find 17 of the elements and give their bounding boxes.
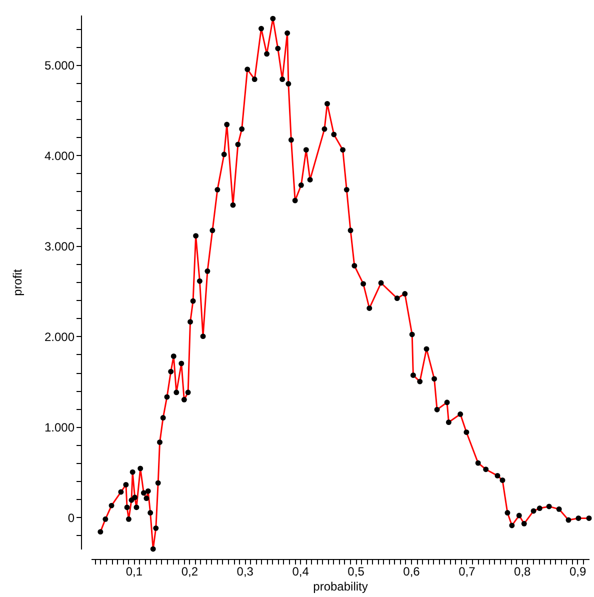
x-tick-label: 0,9 bbox=[570, 564, 587, 578]
y-tick-label: 2.000 bbox=[44, 330, 75, 344]
x-tick-label: 0,3 bbox=[236, 564, 254, 578]
x-tick-label: 0,5 bbox=[348, 564, 365, 578]
x-tick-label: 0,4 bbox=[292, 564, 310, 578]
y-tick-label: 3.000 bbox=[44, 239, 75, 254]
y-tick-label: 5.000 bbox=[44, 58, 75, 72]
x-tick-label: 0,6 bbox=[403, 564, 420, 578]
y-tick-label: 1.000 bbox=[44, 420, 75, 434]
x-tick-label: 0,1 bbox=[126, 564, 143, 578]
y-tick-label: 4.000 bbox=[44, 148, 75, 163]
y-axis-title: profit bbox=[10, 268, 24, 296]
x-tick-label: 0,8 bbox=[514, 564, 532, 578]
x-axis-title: probability bbox=[313, 580, 368, 594]
y-tick-label: 0 bbox=[68, 510, 75, 525]
x-tick-label: 0,7 bbox=[458, 564, 476, 578]
x-tick-label: 0,2 bbox=[181, 564, 198, 578]
